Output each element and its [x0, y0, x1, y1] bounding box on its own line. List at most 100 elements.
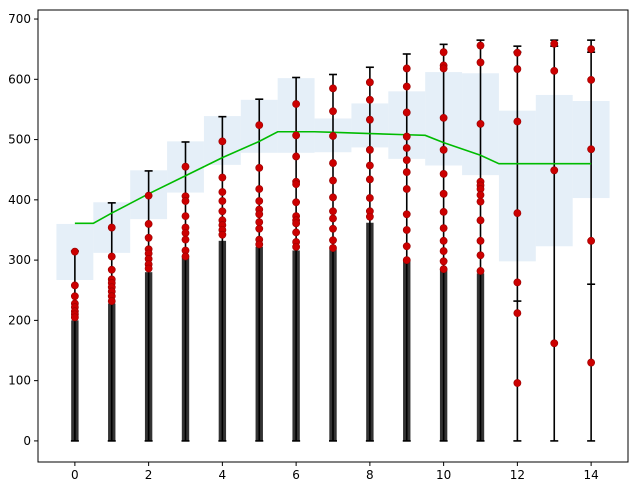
- data-point: [292, 180, 301, 189]
- data-point: [181, 197, 190, 205]
- data-point: [439, 64, 448, 73]
- data-point: [402, 82, 411, 91]
- data-point: [292, 152, 301, 161]
- data-point: [513, 278, 522, 287]
- trend-line-path: [74, 130, 592, 225]
- data-point: [255, 197, 264, 205]
- data-points: [70, 39, 596, 387]
- bars: [71, 222, 485, 441]
- axes: 0 2 4 6 8 10 12 14 0 100 200 300 400 500 600 700: [8, 9, 629, 480]
- data-point: [292, 131, 301, 140]
- data-point: [255, 218, 264, 227]
- data-point: [587, 45, 596, 54]
- data-point: [439, 145, 448, 154]
- data-point: [513, 117, 522, 126]
- data-point: [329, 132, 337, 140]
- y-tick-label: 600: [8, 72, 31, 86]
- data-point: [513, 309, 522, 318]
- data-point: [255, 224, 264, 233]
- data-point: [439, 236, 448, 245]
- data-point: [476, 251, 485, 260]
- data-point: [181, 235, 190, 244]
- data-point: [402, 144, 411, 152]
- data-point: [70, 281, 79, 290]
- data-point: [402, 108, 411, 117]
- data-point: [218, 137, 227, 146]
- data-point: [255, 210, 264, 219]
- data-point: [365, 145, 374, 154]
- data-point: [402, 226, 411, 234]
- data-point: [365, 161, 374, 170]
- data-point: [218, 173, 227, 182]
- data-point: [476, 120, 485, 128]
- data-point: [439, 189, 448, 198]
- x-tick-label: 2: [145, 468, 153, 480]
- data-point: [70, 247, 79, 256]
- data-point: [107, 252, 116, 261]
- data-point: [329, 214, 337, 223]
- data-point: [402, 168, 411, 177]
- data-point: [329, 176, 337, 185]
- data-point: [329, 207, 337, 216]
- data-point: [292, 219, 301, 228]
- data-point: [550, 339, 559, 348]
- data-point: [144, 191, 153, 200]
- data-point: [402, 64, 411, 73]
- data-point: [476, 197, 485, 206]
- data-point: [365, 194, 374, 202]
- data-point: [476, 236, 485, 245]
- plot-frame: [37, 9, 629, 463]
- data-point: [476, 191, 485, 199]
- data-point: [587, 145, 596, 154]
- x-tick-label: 12: [510, 468, 525, 480]
- y-tick-label: 300: [8, 253, 31, 267]
- data-point: [550, 166, 559, 175]
- data-point: [476, 58, 485, 67]
- data-point: [476, 267, 485, 275]
- y-tick-label: 100: [8, 374, 31, 388]
- data-point: [181, 229, 190, 237]
- x-tick-label: 14: [583, 468, 598, 480]
- data-point: [144, 264, 153, 273]
- data-point: [513, 65, 522, 73]
- data-point: [365, 95, 374, 104]
- data-point: [439, 247, 448, 255]
- error-bars: [70, 39, 596, 442]
- data-point: [476, 41, 485, 50]
- data-point: [365, 212, 374, 221]
- x-tick-label: 8: [366, 468, 374, 480]
- data-point: [218, 207, 227, 216]
- data-point: [218, 188, 227, 196]
- data-point: [439, 113, 448, 122]
- data-point: [107, 265, 116, 274]
- data-point: [218, 197, 227, 205]
- trend-line: [74, 130, 592, 225]
- data-point: [402, 256, 411, 265]
- y-tick-label: 200: [8, 313, 31, 327]
- data-point: [365, 78, 374, 87]
- data-point: [329, 107, 337, 116]
- data-point: [439, 224, 448, 233]
- data-point: [107, 297, 116, 305]
- data-point: [439, 265, 448, 274]
- data-point: [144, 233, 153, 242]
- data-point: [587, 358, 596, 367]
- data-point: [550, 39, 559, 48]
- data-point: [365, 175, 374, 184]
- x-tick-label: 4: [219, 468, 227, 480]
- y-tick-label: 700: [8, 12, 31, 26]
- x-tick-label: 10: [436, 468, 451, 480]
- data-point: [587, 76, 596, 84]
- data-point: [70, 313, 79, 322]
- data-point: [218, 230, 227, 239]
- y-tick-label: 400: [8, 193, 31, 207]
- data-point: [292, 242, 301, 251]
- data-point: [402, 132, 411, 141]
- data-point: [181, 162, 190, 171]
- data-point: [587, 236, 596, 245]
- data-point: [402, 185, 411, 193]
- data-point: [181, 212, 190, 221]
- data-point: [329, 224, 337, 233]
- data-point: [329, 244, 337, 252]
- x-tick-label: 6: [292, 468, 300, 480]
